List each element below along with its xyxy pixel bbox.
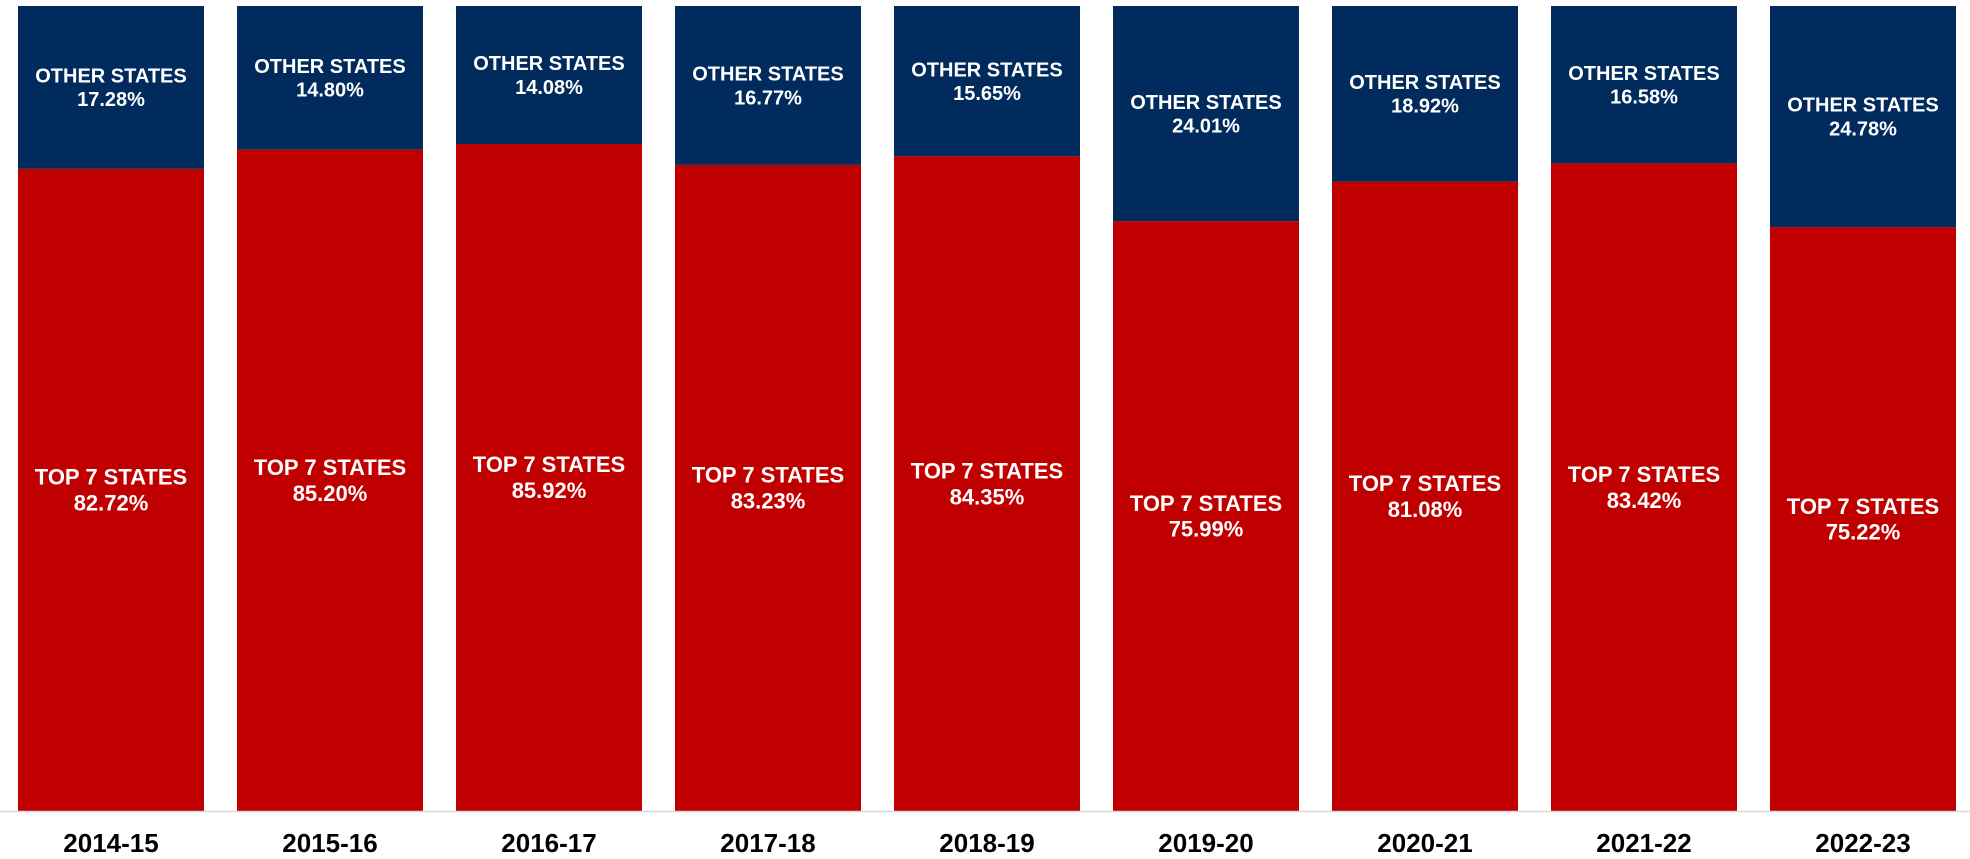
label-top7-2020-21-series: TOP 7 STATES <box>1349 471 1501 496</box>
bar-top7-2018-19 <box>894 156 1080 812</box>
label-other-2020-21-series: OTHER STATES <box>1349 72 1500 94</box>
label-top7-2016-17-value: 85.92% <box>512 478 587 503</box>
label-top7-2019-20-value: 75.99% <box>1169 517 1244 542</box>
label-top7-2017-18-series: TOP 7 STATES <box>692 463 844 488</box>
x-tick-2022-23: 2022-23 <box>1815 828 1910 858</box>
label-other-2018-19-series: OTHER STATES <box>911 59 1062 81</box>
bar-top7-2014-15 <box>18 168 204 812</box>
x-tick-2019-20: 2019-20 <box>1158 828 1253 858</box>
label-other-2021-22-value: 16.58% <box>1610 87 1678 109</box>
x-tick-labels: 2014-15 2015-16 2016-17 2017-18 2018-19 2019-… <box>63 828 1910 858</box>
label-other-2019-20-value: 24.01% <box>1172 115 1240 137</box>
label-other-2017-18-value: 16.77% <box>734 87 802 109</box>
bar-top7-2019-20 <box>1113 221 1299 811</box>
label-top7-2022-23-value: 75.22% <box>1826 520 1901 545</box>
label-top7-2020-21-value: 81.08% <box>1388 497 1463 522</box>
label-other-2018-19-value: 15.65% <box>953 83 1021 105</box>
bar-other-2018-19 <box>894 6 1080 157</box>
bar-top7-2020-21 <box>1332 181 1518 812</box>
label-other-2016-17-value: 14.08% <box>515 77 583 99</box>
label-top7-2021-22-value: 83.42% <box>1607 488 1682 513</box>
label-top7-2022-23-series: TOP 7 STATES <box>1787 494 1939 519</box>
x-tick-2017-18: 2017-18 <box>720 828 815 858</box>
x-tick-2016-17: 2016-17 <box>501 828 596 858</box>
x-tick-2014-15: 2014-15 <box>63 828 158 858</box>
x-tick-2021-22: 2021-22 <box>1596 828 1691 858</box>
bar-other-2021-22 <box>1551 6 1737 164</box>
x-tick-2015-16: 2015-16 <box>282 828 377 858</box>
bar-other-2016-17 <box>456 6 642 145</box>
label-other-2015-16-value: 14.80% <box>296 80 364 102</box>
label-top7-2021-22-series: TOP 7 STATES <box>1568 462 1720 487</box>
label-other-2020-21-value: 18.92% <box>1391 96 1459 118</box>
label-other-2015-16-series: OTHER STATES <box>254 56 405 78</box>
label-top7-2018-19-series: TOP 7 STATES <box>911 458 1063 483</box>
label-top7-2015-16-series: TOP 7 STATES <box>254 455 406 480</box>
label-top7-2019-20-series: TOP 7 STATES <box>1130 491 1282 516</box>
bar-top7-2021-22 <box>1551 163 1737 811</box>
label-other-2022-23-series: OTHER STATES <box>1787 95 1938 117</box>
bar-top7-2022-23 <box>1770 227 1956 812</box>
bar-other-2019-20 <box>1113 6 1299 222</box>
bar-top7-2016-17 <box>456 144 642 811</box>
bar-other-2015-16 <box>237 6 423 150</box>
label-other-2021-22-series: OTHER STATES <box>1568 63 1719 85</box>
x-tick-2020-21: 2020-21 <box>1377 828 1472 858</box>
label-other-2019-20-series: OTHER STATES <box>1130 92 1281 114</box>
label-other-2016-17-series: OTHER STATES <box>473 53 624 75</box>
bar-other-2014-15 <box>18 6 204 169</box>
x-tick-2018-19: 2018-19 <box>939 828 1034 858</box>
label-top7-2014-15-value: 82.72% <box>74 491 149 516</box>
label-top7-2017-18-value: 83.23% <box>731 489 806 514</box>
label-top7-2018-19-value: 84.35% <box>950 484 1025 509</box>
bar-other-2020-21 <box>1332 6 1518 182</box>
label-top7-2014-15-series: TOP 7 STATES <box>35 465 187 490</box>
label-top7-2016-17-series: TOP 7 STATES <box>473 452 625 477</box>
bar-other-2022-23 <box>1770 6 1956 228</box>
label-other-2014-15-series: OTHER STATES <box>35 66 186 88</box>
label-other-2014-15-value: 17.28% <box>77 89 145 111</box>
label-top7-2015-16-value: 85.20% <box>293 481 368 506</box>
bar-top7-2017-18 <box>675 164 861 811</box>
label-other-2017-18-series: OTHER STATES <box>692 64 843 86</box>
label-other-2022-23-value: 24.78% <box>1829 118 1897 140</box>
bar-top7-2015-16 <box>237 149 423 811</box>
bar-other-2017-18 <box>675 6 861 165</box>
